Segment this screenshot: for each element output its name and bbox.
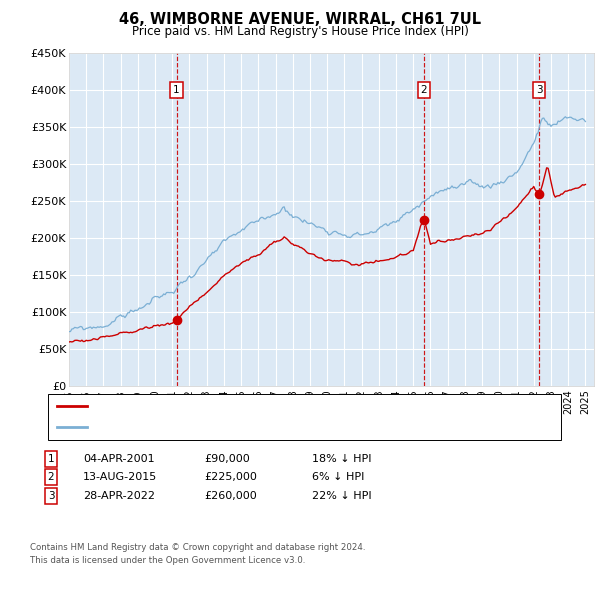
Text: 2: 2 [421, 85, 427, 95]
Text: 1: 1 [47, 454, 55, 464]
Text: This data is licensed under the Open Government Licence v3.0.: This data is licensed under the Open Gov… [30, 556, 305, 565]
Text: Price paid vs. HM Land Registry's House Price Index (HPI): Price paid vs. HM Land Registry's House … [131, 25, 469, 38]
Text: HPI: Average price, detached house, Wirral: HPI: Average price, detached house, Wirr… [93, 422, 317, 432]
Text: 1: 1 [173, 85, 180, 95]
Text: 2: 2 [47, 472, 55, 481]
Text: 18% ↓ HPI: 18% ↓ HPI [312, 454, 371, 464]
Text: 6% ↓ HPI: 6% ↓ HPI [312, 472, 364, 481]
Text: £90,000: £90,000 [204, 454, 250, 464]
Text: 28-APR-2022: 28-APR-2022 [83, 491, 155, 500]
Text: 46, WIMBORNE AVENUE, WIRRAL, CH61 7UL: 46, WIMBORNE AVENUE, WIRRAL, CH61 7UL [119, 12, 481, 27]
Text: 3: 3 [536, 85, 542, 95]
Text: 3: 3 [47, 491, 55, 500]
Text: £225,000: £225,000 [204, 472, 257, 481]
Text: 22% ↓ HPI: 22% ↓ HPI [312, 491, 371, 500]
Text: 46, WIMBORNE AVENUE, WIRRAL, CH61 7UL (detached house): 46, WIMBORNE AVENUE, WIRRAL, CH61 7UL (d… [93, 401, 416, 411]
Text: 04-APR-2001: 04-APR-2001 [83, 454, 154, 464]
Text: Contains HM Land Registry data © Crown copyright and database right 2024.: Contains HM Land Registry data © Crown c… [30, 543, 365, 552]
Text: £260,000: £260,000 [204, 491, 257, 500]
Text: 13-AUG-2015: 13-AUG-2015 [83, 472, 157, 481]
